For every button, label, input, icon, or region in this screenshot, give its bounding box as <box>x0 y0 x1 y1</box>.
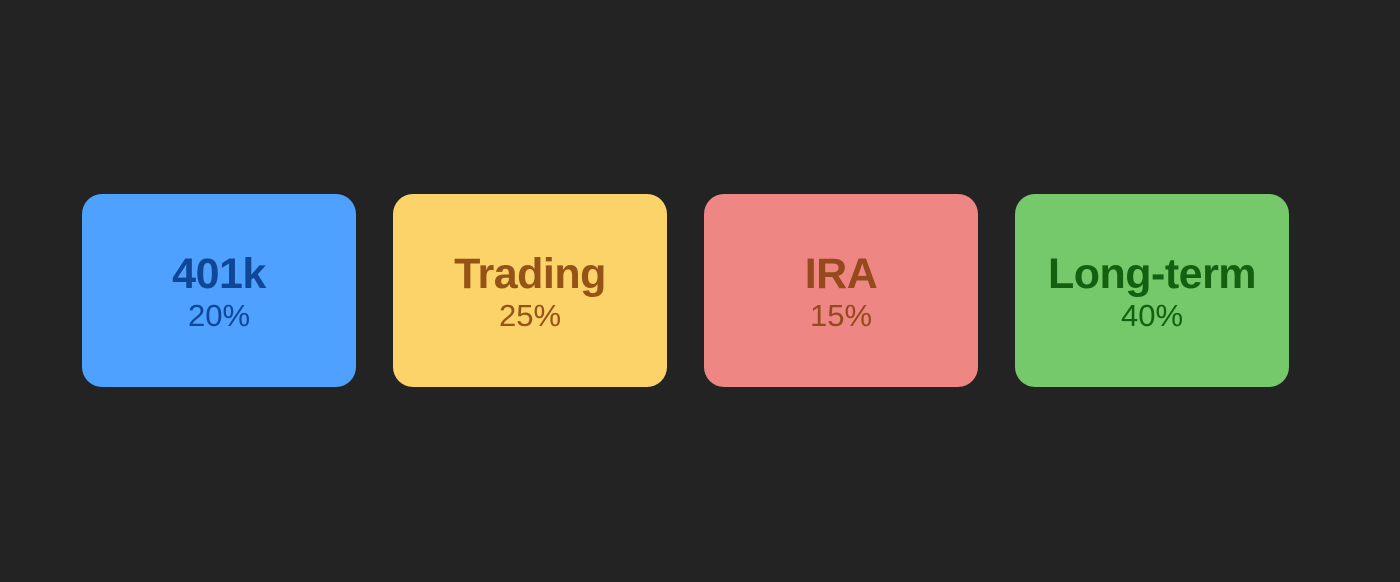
card-title: IRA <box>804 249 878 298</box>
card-ira[interactable]: IRA 15% <box>704 194 978 387</box>
card-percent: 40% <box>1120 297 1184 333</box>
card-long-term[interactable]: Long-term 40% <box>1015 194 1289 387</box>
card-percent: 25% <box>498 297 562 333</box>
card-percent: 20% <box>187 297 251 333</box>
card-title: 401k <box>172 249 266 298</box>
card-401k[interactable]: 401k 20% <box>82 194 356 387</box>
card-percent: 15% <box>809 297 873 333</box>
allocation-cards: 401k 20% Trading 25% IRA 15% Long-term 4… <box>82 194 1289 387</box>
card-title: Trading <box>454 249 606 298</box>
card-title: Long-term <box>1047 249 1257 298</box>
card-trading[interactable]: Trading 25% <box>393 194 667 387</box>
